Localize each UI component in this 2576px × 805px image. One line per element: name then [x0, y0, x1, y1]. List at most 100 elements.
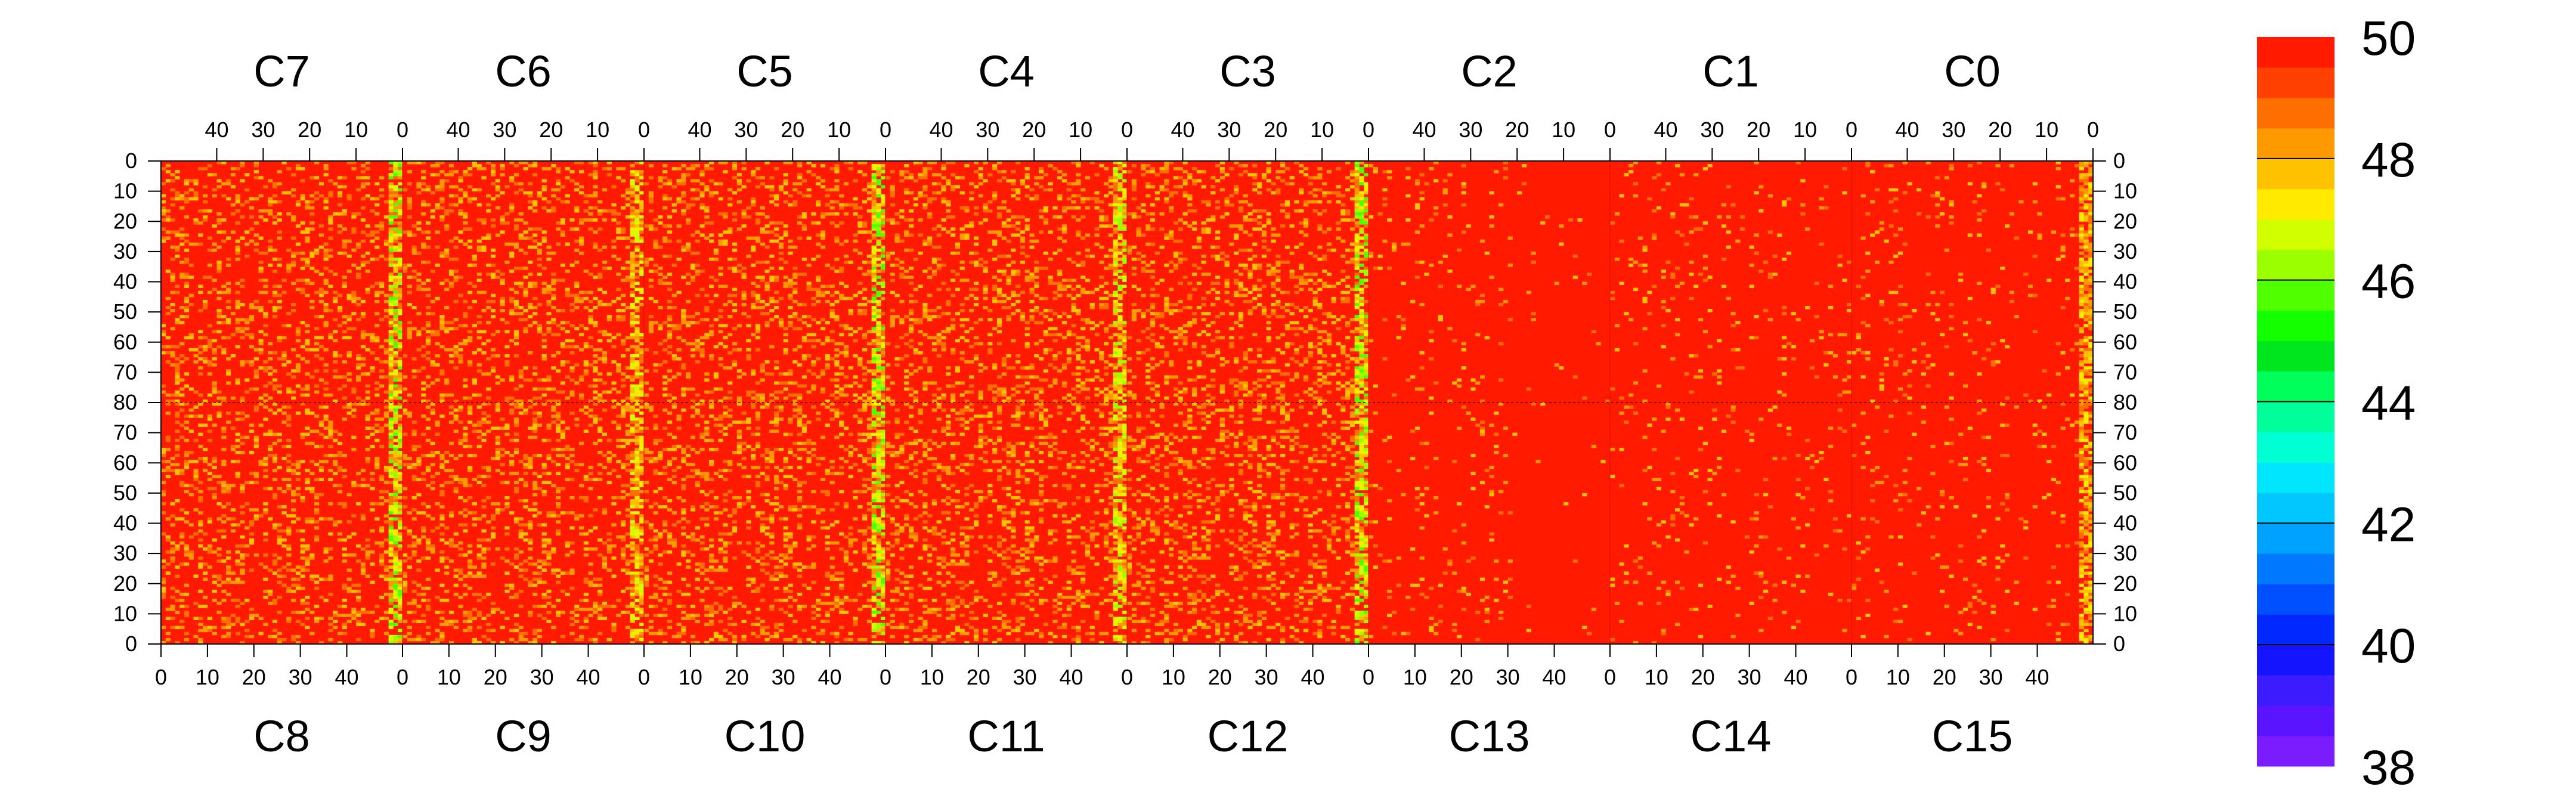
heatmap-cell	[569, 447, 575, 451]
heatmap-cell	[179, 484, 185, 488]
heatmap-cell	[709, 275, 714, 279]
heatmap-cell	[411, 447, 417, 451]
heatmap-cell	[323, 426, 329, 430]
heatmap-cell	[207, 290, 213, 295]
heatmap-cell	[165, 617, 171, 620]
heatmap-cell	[337, 185, 343, 188]
heatmap-cell	[453, 351, 459, 355]
heatmap-cell	[481, 411, 487, 415]
heatmap-cell	[876, 230, 881, 234]
heatmap-cell	[198, 623, 203, 627]
heatmap-cell	[774, 221, 779, 225]
heatmap-cell	[769, 221, 775, 225]
heatmap-cell	[634, 608, 640, 611]
heatmap-cell	[230, 517, 236, 521]
heatmap-cell	[314, 251, 320, 255]
heatmap-cell	[727, 267, 733, 270]
heatmap-cell	[727, 293, 733, 298]
heatmap-cell	[398, 161, 403, 165]
heatmap-cell	[500, 281, 505, 285]
heatmap-cell	[314, 315, 320, 318]
heatmap-cell	[523, 167, 528, 171]
heatmap-cell	[569, 550, 575, 554]
heatmap-cell	[305, 517, 310, 521]
heatmap-cell	[314, 327, 320, 330]
heatmap-cell	[305, 293, 310, 298]
heatmap-cell	[560, 429, 565, 434]
heatmap-cell	[834, 200, 840, 204]
heatmap-cell	[291, 302, 296, 306]
heatmap-cell	[857, 302, 863, 306]
heatmap-cell	[379, 221, 385, 225]
heatmap-cell	[342, 614, 347, 617]
heatmap-cell	[718, 182, 723, 185]
heatmap-cell	[398, 345, 403, 349]
heatmap-cell	[258, 351, 264, 355]
heatmap-cell	[212, 224, 217, 228]
heatmap-cell	[625, 429, 631, 434]
heatmap-cell	[421, 287, 426, 292]
heatmap-cell	[634, 553, 640, 557]
heatmap-cell	[230, 614, 236, 617]
heatmap-cell	[309, 348, 315, 352]
heatmap-cell	[546, 302, 552, 306]
heatmap-cell	[634, 366, 640, 370]
heatmap-cell	[621, 405, 626, 409]
heatmap-cell	[602, 351, 608, 355]
heatmap-cell	[411, 637, 417, 642]
heatmap-cell	[709, 161, 714, 165]
heatmap-cell	[226, 420, 231, 424]
heatmap-cell	[398, 233, 403, 237]
heatmap-cell	[718, 267, 723, 270]
heatmap-cell	[398, 390, 403, 394]
heatmap-cell	[578, 251, 584, 255]
heatmap-cell	[374, 408, 380, 412]
heatmap-cell	[188, 484, 194, 488]
heatmap-cell	[430, 173, 435, 177]
heatmap-cell	[193, 469, 199, 472]
heatmap-cell	[398, 206, 403, 210]
heatmap-cell	[578, 239, 584, 243]
heatmap-cell	[184, 438, 190, 442]
heatmap-cell	[439, 463, 445, 466]
heatmap-cell	[425, 261, 431, 264]
heatmap-cell	[621, 236, 626, 240]
heatmap-cell	[356, 484, 361, 488]
heatmap-cell	[370, 502, 375, 506]
heatmap-cell	[611, 623, 617, 627]
heatmap-cell	[792, 275, 798, 279]
heatmap-cell	[634, 580, 640, 584]
heatmap-cell	[751, 173, 756, 177]
heatmap-cell	[662, 321, 668, 324]
heatmap-cell	[314, 290, 320, 295]
heatmap-cell	[253, 164, 259, 168]
heatmap-cell	[175, 429, 180, 434]
heatmap-cell	[291, 236, 296, 240]
heatmap-cell	[755, 324, 761, 327]
heatmap-cell	[458, 478, 463, 482]
heatmap-cell	[690, 321, 696, 324]
heatmap-cell	[402, 457, 408, 460]
heatmap-cell	[528, 426, 533, 430]
heatmap-cell	[565, 571, 570, 575]
heatmap-cell	[230, 354, 236, 358]
heatmap-cell	[625, 514, 631, 518]
heatmap-cell	[630, 224, 635, 228]
heatmap-cell	[857, 230, 863, 234]
heatmap-cell	[258, 423, 264, 427]
heatmap-cell	[407, 393, 412, 397]
heatmap-cell	[421, 637, 426, 642]
heatmap-cell	[314, 535, 320, 539]
heatmap-cell	[518, 399, 524, 403]
heatmap-cell	[690, 179, 696, 182]
heatmap-cell	[161, 511, 166, 515]
heatmap-cell	[351, 293, 357, 298]
heatmap-cell	[648, 284, 654, 289]
heatmap-cell	[388, 574, 394, 578]
heatmap-cell	[513, 242, 519, 246]
heatmap-cell	[221, 399, 227, 403]
heatmap-cell	[481, 547, 487, 551]
heatmap-cell	[690, 278, 696, 282]
heatmap-cell	[486, 637, 491, 642]
heatmap-cell	[862, 161, 868, 165]
